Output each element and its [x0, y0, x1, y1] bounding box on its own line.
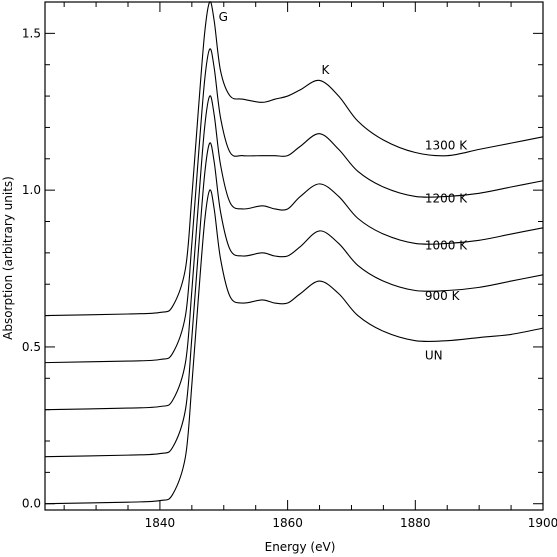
- chart-series: [44, 1, 544, 505]
- annotation-label: G: [219, 10, 228, 24]
- x-axis-title: Energy (eV): [265, 540, 336, 554]
- annotation-label: 1300 K: [425, 138, 468, 152]
- annotation-label: 1000 K: [425, 239, 468, 253]
- x-tick-label: 1880: [400, 516, 431, 530]
- x-tick-label: 1900: [528, 516, 557, 530]
- y-tick-label: 1.5: [22, 26, 41, 40]
- chart-annotations: G K 1300 K 1200 K 1000 K 900 K UN: [219, 10, 469, 363]
- series-line-1000-k: [44, 95, 544, 411]
- y-axis-title: Absorption (arbitrary units): [1, 176, 15, 340]
- annotation-label: 1200 K: [425, 192, 468, 206]
- y-tick-label: 0.5: [22, 340, 41, 354]
- annotation-label: 900 K: [425, 289, 461, 303]
- chart-ticks: 1840 1860 1880 1900 0.0 0.5 1.0 1.5: [22, 1, 557, 530]
- y-tick-label: 1.0: [22, 183, 41, 197]
- annotation-label: UN: [425, 348, 443, 362]
- plot-frame: [44, 1, 544, 511]
- series-line-1200-k: [44, 48, 544, 364]
- x-tick-label: 1840: [145, 516, 176, 530]
- annotation-label: K: [321, 63, 330, 77]
- series-line-900-k: [44, 142, 544, 458]
- series-line-un: [44, 189, 544, 505]
- x-tick-label: 1860: [272, 516, 303, 530]
- chart-axes: [44, 1, 544, 511]
- y-tick-label: 0.0: [22, 497, 41, 511]
- series-line-1300-k: [44, 1, 544, 317]
